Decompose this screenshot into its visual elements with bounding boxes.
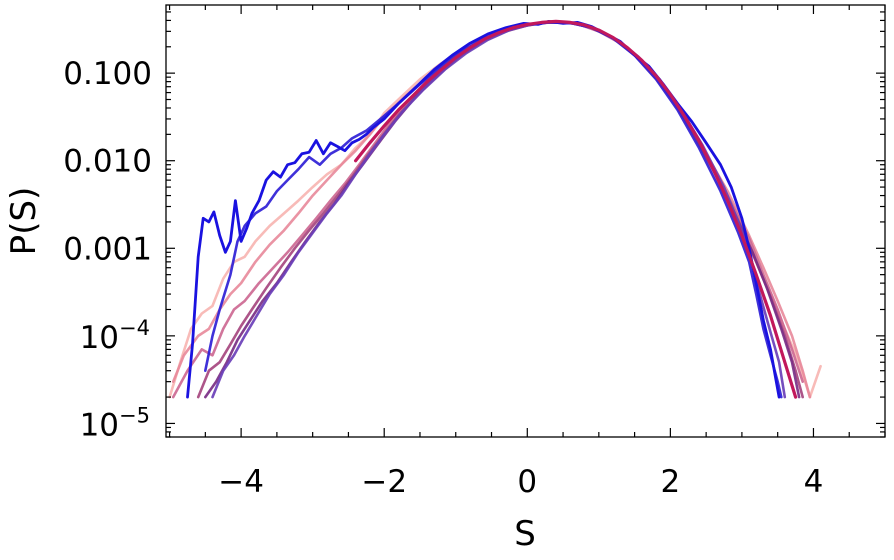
y-tick-label: 10−5 bbox=[80, 403, 150, 443]
x-axis-title: S bbox=[514, 514, 536, 554]
y-tick-label: 0.010 bbox=[63, 144, 152, 180]
x-tick-label: 2 bbox=[661, 464, 681, 500]
series-layer bbox=[168, 19, 822, 399]
series-line-5 bbox=[204, 21, 801, 399]
series-line-8 bbox=[186, 20, 781, 399]
x-tick-label: −4 bbox=[218, 464, 264, 500]
y-tick-label: 10−4 bbox=[80, 316, 150, 356]
series-line-2 bbox=[171, 20, 812, 399]
series-line-1 bbox=[168, 20, 822, 399]
series-line-7 bbox=[204, 21, 783, 399]
series-line-6 bbox=[211, 20, 787, 399]
y-tick-label: 0.001 bbox=[63, 231, 152, 267]
y-tick-label: 0.100 bbox=[63, 56, 152, 92]
x-tick-label: −2 bbox=[361, 464, 407, 500]
y-axis-title: P(S) bbox=[4, 187, 44, 256]
x-tick-label: 0 bbox=[517, 464, 537, 500]
plot-frame bbox=[165, 4, 886, 438]
ticks-layer: −4 −2 0 2 4 10−5 10−4 0.001 0.010 0.100 bbox=[63, 5, 886, 500]
series-line-3 bbox=[171, 20, 804, 399]
series-line-9 bbox=[354, 19, 798, 399]
x-tick-label: 4 bbox=[804, 464, 824, 500]
